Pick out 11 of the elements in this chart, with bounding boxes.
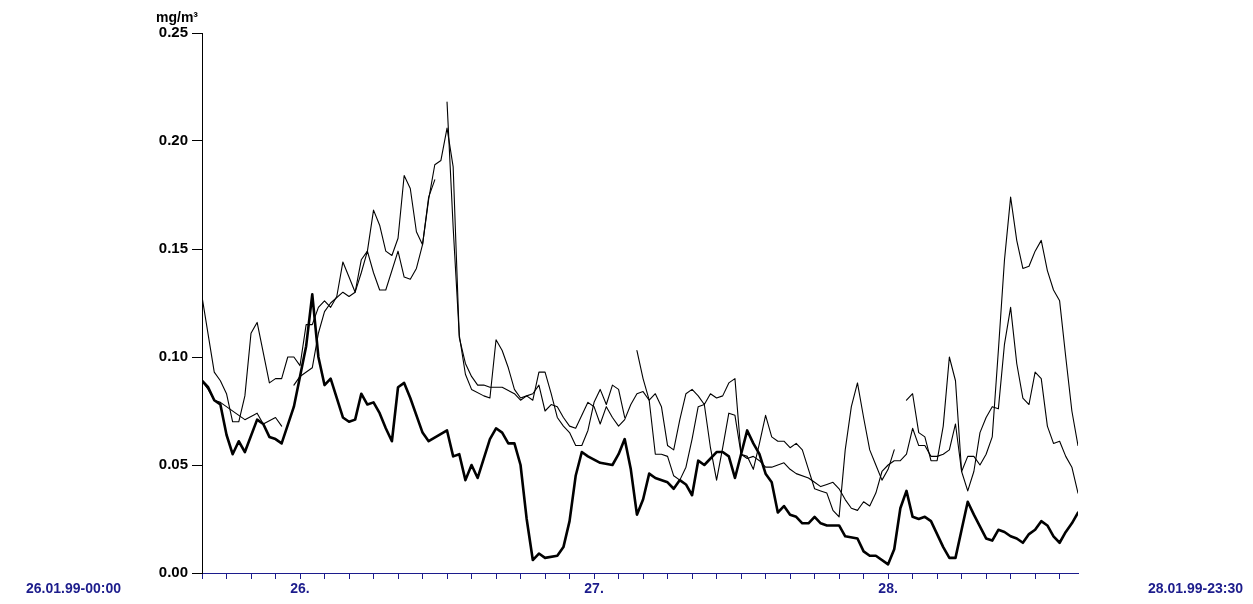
x-tick-label: 28. <box>878 580 898 597</box>
x-tick-label: 27. <box>584 580 604 597</box>
y-axis-title: mg/m³ <box>156 8 199 25</box>
y-tick-label: 0.00 <box>158 563 188 581</box>
y-tick-label: 0.15 <box>158 239 188 257</box>
y-tick-label: 0.20 <box>158 131 188 149</box>
y-tick-label: 0.05 <box>158 455 188 473</box>
y-tick-label: 0.10 <box>158 347 188 365</box>
text: 26.01.99-00:00 <box>26 579 122 596</box>
x-tick-label: 26. <box>290 580 310 597</box>
text: 28.01.99-23:30 <box>1148 579 1244 596</box>
